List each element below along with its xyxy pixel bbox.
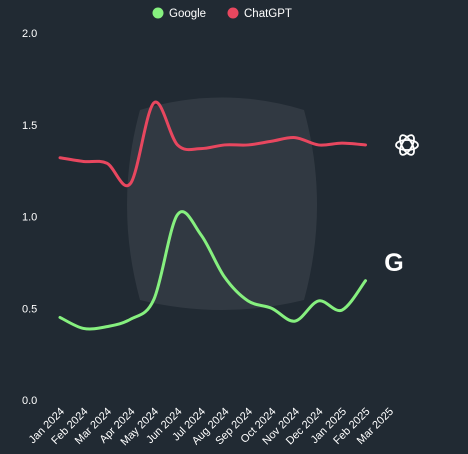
y-tick-label: 1.0 [22, 212, 37, 224]
legend-label-google: Google [169, 8, 206, 20]
svg-text:G: G [384, 249, 403, 277]
legend: Google ChatGPT [152, 7, 292, 20]
legend-marker-google [152, 7, 164, 19]
google-g-icon: G [384, 249, 403, 277]
y-tick-label: 0.0 [22, 395, 37, 407]
series-lines [58, 100, 367, 331]
y-tick-label: 0.5 [22, 303, 37, 315]
series-line-google [58, 210, 367, 331]
series-line-chatgpt [58, 100, 367, 188]
y-tick-label: 2.0 [22, 28, 37, 40]
y-axis: 0.0 0.5 1.0 1.5 2.0 [22, 28, 37, 407]
legend-marker-chatgpt [227, 7, 239, 19]
y-tick-label: 1.5 [22, 120, 37, 132]
watermark-logo-icon [127, 97, 317, 310]
openai-icon [395, 134, 419, 156]
legend-label-chatgpt: ChatGPT [244, 8, 292, 20]
